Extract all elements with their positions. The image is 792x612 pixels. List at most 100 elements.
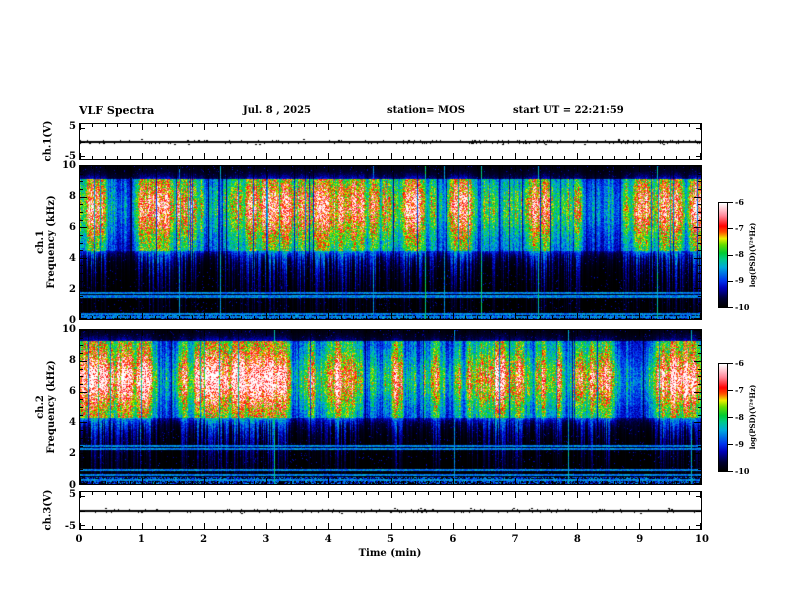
tick-mark: [80, 453, 87, 454]
tick-mark: [80, 304, 83, 305]
tick-mark: [117, 124, 118, 127]
tick-mark: [626, 166, 627, 169]
tick-mark: [316, 526, 317, 529]
ch1-frequency-axis-row: ch.1: [35, 230, 46, 254]
tick-mark: [341, 330, 342, 333]
frequency-tick-label: 10: [62, 323, 76, 335]
tick-mark: [353, 481, 354, 484]
tick-mark: [676, 330, 677, 333]
time-axis-label: Time (min): [358, 548, 422, 559]
tick-mark: [80, 227, 87, 228]
tick-mark: [80, 392, 87, 393]
tick-mark: [179, 166, 180, 169]
tick-mark: [80, 166, 87, 167]
tick-mark: [698, 311, 701, 312]
tick-mark: [490, 481, 491, 484]
tick-mark: [639, 166, 640, 172]
tick-mark: [304, 124, 305, 127]
tick-mark: [266, 330, 267, 336]
tick-mark: [664, 316, 665, 319]
tick-mark: [391, 124, 392, 130]
tick-mark: [415, 166, 416, 169]
tick-mark: [502, 492, 503, 495]
tick-mark: [552, 481, 553, 484]
tick-mark: [142, 166, 143, 172]
ch1-voltage-trace: [80, 124, 701, 159]
tick-mark: [254, 166, 255, 169]
tick-mark: [696, 511, 701, 512]
tick-mark: [651, 316, 652, 319]
tick-mark: [614, 330, 615, 333]
tick-mark: [105, 330, 106, 333]
tick-mark: [80, 430, 83, 431]
tick-mark: [192, 492, 193, 495]
tick-mark: [428, 492, 429, 495]
tick-mark: [465, 156, 466, 159]
tick-mark: [626, 124, 627, 127]
tick-mark: [92, 124, 93, 127]
tick-mark: [614, 526, 615, 529]
tick-mark: [304, 526, 305, 529]
tick-mark: [728, 307, 733, 308]
voltage-tick-label: 5: [69, 489, 76, 501]
tick-mark: [564, 481, 565, 484]
tick-mark: [328, 492, 329, 498]
tick-mark: [440, 316, 441, 319]
tick-mark: [167, 492, 168, 495]
tick-mark: [440, 481, 441, 484]
tick-mark: [341, 316, 342, 319]
tick-mark: [698, 345, 701, 346]
tick-mark: [465, 124, 466, 127]
tick-mark: [80, 128, 85, 129]
tick-mark: [254, 316, 255, 319]
tick-mark: [502, 166, 503, 169]
tick-mark: [391, 330, 392, 336]
tick-mark: [440, 156, 441, 159]
tick-mark: [254, 124, 255, 127]
tick-mark: [142, 478, 143, 484]
tick-mark: [80, 478, 81, 484]
tick-mark: [105, 492, 106, 495]
tick-mark: [614, 316, 615, 319]
tick-mark: [689, 156, 690, 159]
tick-mark: [117, 166, 118, 169]
tick-mark: [254, 156, 255, 159]
colorbar-tick-label: -10: [735, 301, 750, 312]
tick-mark: [564, 124, 565, 127]
tick-mark: [80, 265, 83, 266]
tick-mark: [639, 313, 640, 319]
tick-mark: [676, 166, 677, 169]
tick-mark: [440, 124, 441, 127]
tick-mark: [515, 330, 516, 336]
tick-mark: [664, 330, 665, 333]
tick-mark: [698, 243, 701, 244]
tick-mark: [80, 311, 83, 312]
tick-mark: [80, 330, 81, 336]
tick-mark: [428, 316, 429, 319]
tick-mark: [698, 174, 701, 175]
tick-mark: [453, 478, 454, 484]
tick-mark: [80, 338, 83, 339]
tick-mark: [179, 124, 180, 127]
tick-mark: [477, 316, 478, 319]
tick-mark: [564, 526, 565, 529]
colorbar-tick-label: -6: [735, 196, 744, 207]
tick-mark: [179, 316, 180, 319]
time-tick-label: 6: [449, 534, 457, 545]
tick-mark: [589, 526, 590, 529]
tick-mark: [490, 124, 491, 127]
tick-mark: [105, 166, 106, 169]
tick-mark: [80, 361, 87, 362]
tick-mark: [602, 526, 603, 529]
tick-mark: [552, 316, 553, 319]
tick-mark: [80, 384, 83, 385]
tick-mark: [378, 526, 379, 529]
tick-mark: [728, 390, 733, 391]
tick-mark: [328, 153, 329, 159]
tick-mark: [130, 166, 131, 169]
tick-mark: [105, 316, 106, 319]
tick-mark: [502, 124, 503, 127]
tick-mark: [564, 156, 565, 159]
tick-mark: [291, 492, 292, 495]
voltage-tick-label: -5: [64, 520, 76, 532]
